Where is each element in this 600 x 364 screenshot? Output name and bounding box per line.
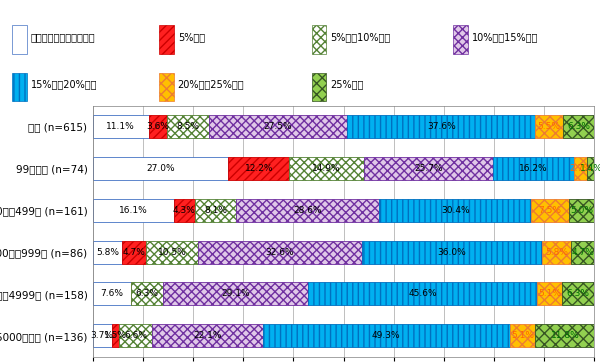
Bar	[289, 157, 364, 180]
Text: 5.0%: 5.0%	[570, 206, 593, 215]
FancyBboxPatch shape	[12, 73, 26, 101]
Text: 25.7%: 25.7%	[414, 164, 443, 173]
FancyBboxPatch shape	[12, 25, 26, 54]
Bar	[574, 157, 587, 180]
Text: 8.1%: 8.1%	[204, 206, 227, 215]
Bar	[535, 324, 595, 347]
Text: 6.3%: 6.3%	[567, 122, 590, 131]
Text: 36.0%: 36.0%	[437, 248, 466, 257]
Text: 22.1%: 22.1%	[193, 331, 222, 340]
Text: 5.5%: 5.5%	[538, 122, 560, 131]
Bar	[122, 241, 146, 264]
FancyBboxPatch shape	[159, 25, 173, 54]
Text: 4.7%: 4.7%	[122, 248, 145, 257]
Bar	[93, 324, 112, 347]
Text: 11.1%: 11.1%	[106, 122, 135, 131]
Text: 7.6%: 7.6%	[101, 289, 124, 298]
Bar	[537, 282, 562, 305]
Text: 30.4%: 30.4%	[441, 206, 470, 215]
Bar	[228, 157, 289, 180]
Bar	[93, 282, 131, 305]
Bar	[587, 157, 595, 180]
Bar	[535, 115, 563, 138]
Text: 6.3%: 6.3%	[136, 289, 158, 298]
Text: 1.4%: 1.4%	[580, 164, 600, 173]
Text: 16.1%: 16.1%	[119, 206, 148, 215]
Bar	[93, 115, 149, 138]
Text: 15%以上20%未満: 15%以上20%未満	[31, 79, 97, 89]
Text: 32.6%: 32.6%	[266, 248, 294, 257]
Bar	[198, 241, 362, 264]
Bar	[493, 157, 574, 180]
Text: 45.6%: 45.6%	[409, 289, 437, 298]
Bar	[364, 157, 493, 180]
Text: 16.2%: 16.2%	[519, 164, 548, 173]
Text: 27.0%: 27.0%	[146, 164, 175, 173]
Text: 5.8%: 5.8%	[545, 248, 568, 257]
Text: 5%以上10%未満: 5%以上10%未満	[331, 32, 391, 42]
Bar	[152, 324, 263, 347]
Bar	[131, 282, 163, 305]
Bar	[209, 115, 347, 138]
Text: 3.6%: 3.6%	[146, 122, 169, 131]
Bar	[347, 115, 535, 138]
Text: 2.7%: 2.7%	[569, 164, 592, 173]
Bar	[542, 241, 571, 264]
Text: 8.5%: 8.5%	[176, 122, 199, 131]
Text: 20%以上25%未満: 20%以上25%未満	[178, 79, 244, 89]
Bar	[569, 199, 594, 222]
Text: 4.3%: 4.3%	[173, 206, 196, 215]
Text: 5.8%: 5.8%	[96, 248, 119, 257]
Bar	[236, 199, 379, 222]
FancyBboxPatch shape	[453, 25, 467, 54]
Bar	[119, 324, 152, 347]
Bar	[112, 324, 119, 347]
Bar	[146, 241, 198, 264]
Bar	[93, 199, 173, 222]
Text: 全く実施する予定がない: 全く実施する予定がない	[31, 32, 95, 42]
Bar	[173, 199, 195, 222]
Bar	[308, 282, 537, 305]
Text: 29.1%: 29.1%	[221, 289, 250, 298]
Bar	[149, 115, 167, 138]
Text: 5.1%: 5.1%	[538, 289, 561, 298]
Text: 5.1%: 5.1%	[511, 331, 534, 340]
Bar	[93, 157, 228, 180]
Bar	[563, 115, 595, 138]
Text: 10%以上15%未満: 10%以上15%未満	[472, 32, 538, 42]
Bar	[571, 241, 595, 264]
Bar	[167, 115, 209, 138]
Text: 1.5%: 1.5%	[104, 331, 127, 340]
Text: 6.3%: 6.3%	[567, 289, 590, 298]
Text: 25%以上: 25%以上	[331, 79, 364, 89]
Bar	[510, 324, 535, 347]
Text: 6.6%: 6.6%	[124, 331, 147, 340]
Text: 28.6%: 28.6%	[293, 206, 322, 215]
Text: 4.7%: 4.7%	[571, 248, 594, 257]
Bar	[263, 324, 510, 347]
Bar	[562, 282, 594, 305]
FancyBboxPatch shape	[312, 25, 326, 54]
FancyBboxPatch shape	[312, 73, 326, 101]
Text: 12.2%: 12.2%	[245, 164, 273, 173]
Text: 14.9%: 14.9%	[313, 164, 341, 173]
Text: 37.6%: 37.6%	[427, 122, 455, 131]
Text: 49.3%: 49.3%	[372, 331, 401, 340]
Bar	[362, 241, 542, 264]
Text: 5%未満: 5%未満	[178, 32, 205, 42]
Bar	[163, 282, 308, 305]
Text: 10.5%: 10.5%	[158, 248, 186, 257]
Bar	[379, 199, 532, 222]
Text: 27.5%: 27.5%	[264, 122, 292, 131]
Text: 3.7%: 3.7%	[91, 331, 114, 340]
Text: 7.5%: 7.5%	[539, 206, 562, 215]
FancyBboxPatch shape	[159, 73, 173, 101]
Bar	[532, 199, 569, 222]
Bar	[195, 199, 236, 222]
Bar	[93, 241, 122, 264]
Text: 11.8%: 11.8%	[551, 331, 580, 340]
